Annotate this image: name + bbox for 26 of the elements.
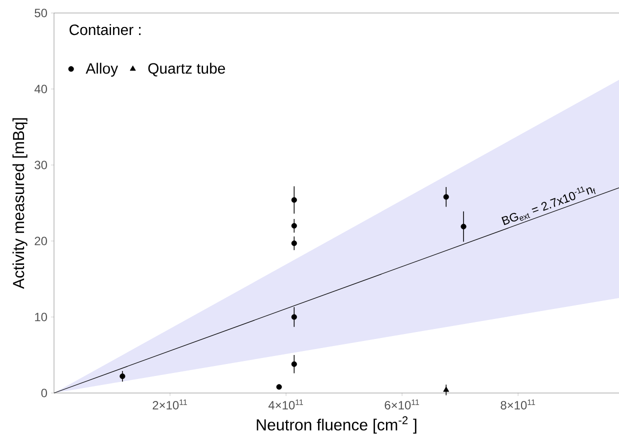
x-tick-label: 8×10$^{11}$ <box>500 400 536 410</box>
legend-label: Alloy <box>86 62 118 77</box>
y-tick-label: 30 <box>34 160 48 170</box>
annotation: BG$_{ext}$ = 2.7x10$^{-11}$n$_{f}$ <box>502 186 596 226</box>
point <box>291 197 297 203</box>
y-tick-label: 20 <box>34 236 48 246</box>
point <box>460 224 466 230</box>
x-tick-label: 6×10$^{11}$ <box>384 400 420 410</box>
point <box>276 384 282 390</box>
legend-title: Container : <box>70 24 141 36</box>
y-tick-label: 10 <box>35 312 48 322</box>
point <box>443 386 450 392</box>
y-tick-label: 40 <box>34 84 48 94</box>
x-axis-title: Neutron fluence [cm$^{-2}$ ] <box>256 416 416 434</box>
x-tick-label: 2×10$^{11}$ <box>152 400 187 410</box>
point <box>443 194 449 200</box>
legend-label: Quartz tube <box>148 62 225 76</box>
y-tick-label: 0 <box>41 388 48 398</box>
y-axis-title: Activity measured [mBq] <box>12 118 28 289</box>
x-tick-label: 4×10$^{11}$ <box>268 400 304 410</box>
point <box>291 223 297 229</box>
point <box>291 314 297 320</box>
point <box>291 361 297 367</box>
point <box>291 240 297 246</box>
point <box>120 373 126 380</box>
y-tick-label: 50 <box>34 8 48 18</box>
